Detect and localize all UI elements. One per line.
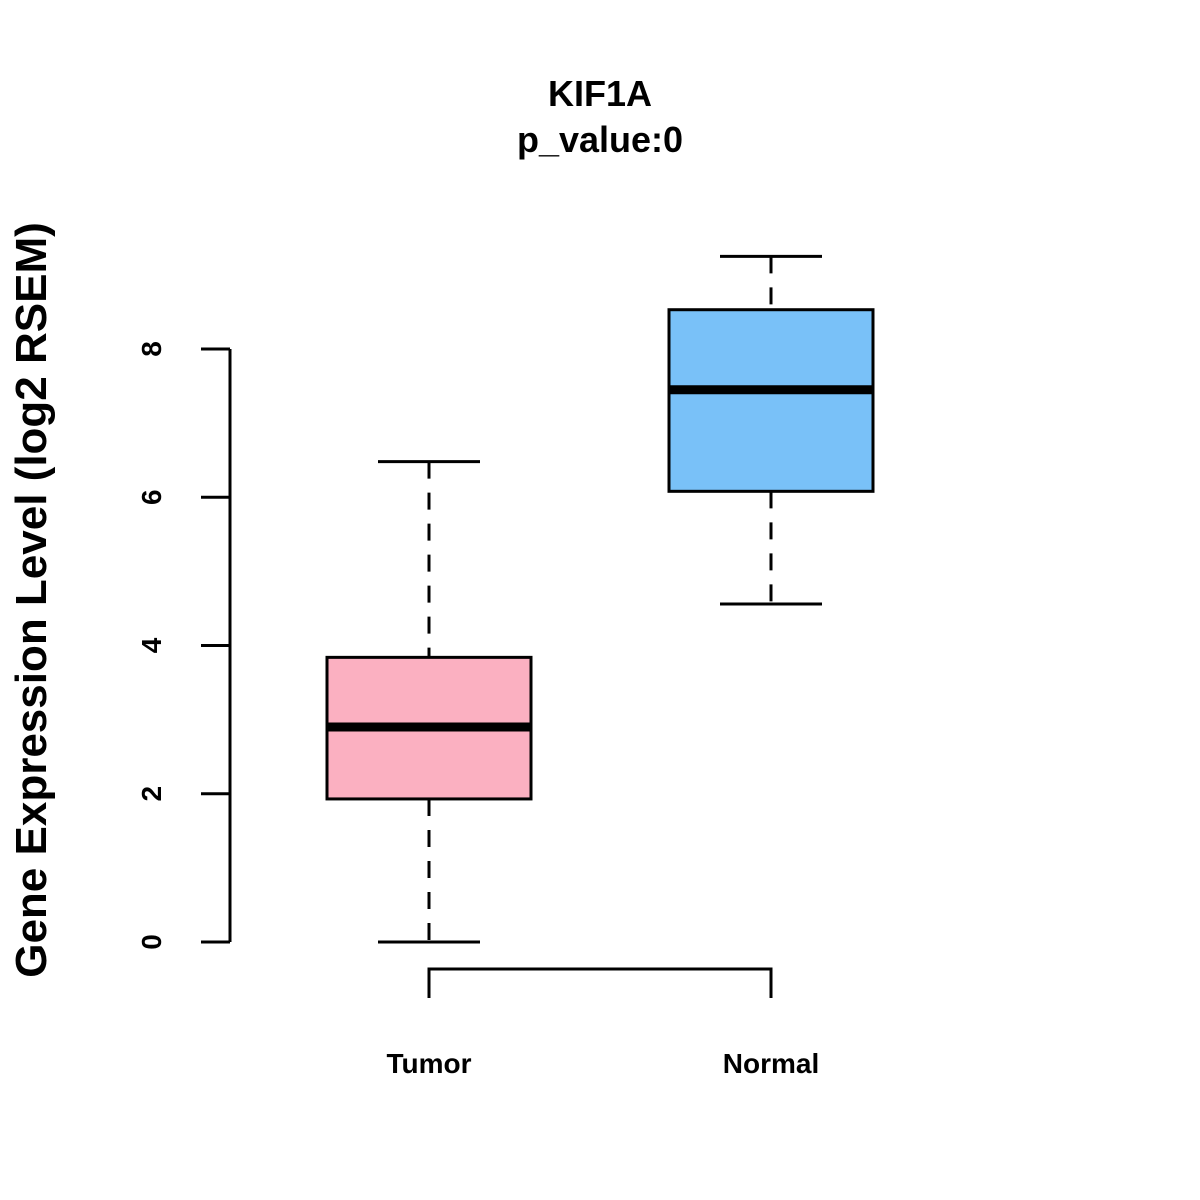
y-axis-label: Gene Expression Level (log2 RSEM) — [7, 222, 56, 978]
normal-box — [667, 308, 875, 493]
y-tick-label-8: 8 — [136, 341, 167, 357]
chart-title: KIF1A — [548, 73, 652, 114]
y-axis: 0 2 4 6 8 — [136, 341, 232, 950]
bracket-line — [427, 967, 773, 998]
x-label-normal: Normal — [723, 1048, 819, 1079]
y-tick-label-0: 0 — [136, 934, 167, 950]
y-tick-label-2: 2 — [136, 786, 167, 802]
x-axis-labels: Tumor Normal — [386, 1048, 819, 1079]
y-tick-label-6: 6 — [136, 489, 167, 505]
comparison-bracket — [427, 967, 773, 998]
boxes-group — [325, 254, 875, 944]
chart-subtitle: p_value:0 — [517, 119, 683, 160]
box-tumor — [325, 460, 533, 944]
x-label-tumor: Tumor — [386, 1048, 471, 1079]
box-normal — [667, 254, 875, 606]
y-tick-label-4: 4 — [136, 637, 167, 653]
